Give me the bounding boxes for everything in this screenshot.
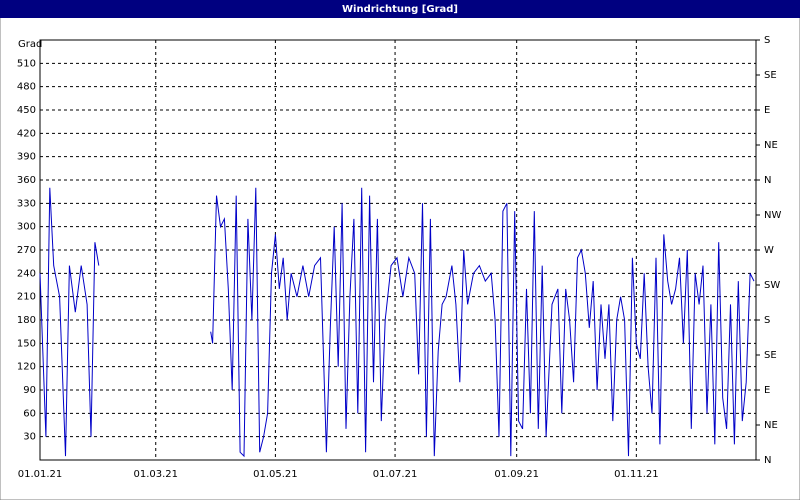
y-tick-label: 60 [23, 408, 36, 419]
y-tick-label: 300 [17, 222, 36, 233]
y2-tick-label: N [764, 175, 771, 186]
x-tick-label: 01.05.21 [253, 469, 298, 480]
x-tick-label: 01.07.21 [373, 469, 418, 480]
data-line [39, 187, 755, 458]
x-tick-label: 01.09.21 [494, 469, 539, 480]
y-tick-label: 420 [17, 128, 36, 139]
y2-tick-label: NW [764, 210, 781, 221]
y-tick-label: 360 [17, 175, 36, 186]
y2-tick-label: W [764, 245, 774, 256]
x-tick-label: 01.03.21 [133, 469, 178, 480]
y2-tick-label: SW [764, 280, 780, 291]
x-tick-label: 01.01.21 [18, 469, 63, 480]
y-tick-label: 120 [17, 362, 36, 373]
y-tick-label: 150 [17, 338, 36, 349]
y2-tick-label: SE [764, 350, 777, 361]
y2-tick-label: NE [764, 420, 778, 431]
chart-title: Windrichtung [Grad] [342, 4, 458, 15]
y2-tick-label: N [764, 455, 771, 466]
y-tick-label: 510 [17, 58, 36, 69]
y2-tick-label: E [764, 105, 770, 116]
x-tick-label: 01.11.21 [614, 469, 659, 480]
y-axis-label: Grad [18, 39, 42, 50]
y-tick-label: 450 [17, 105, 36, 116]
y-tick-label: 210 [17, 292, 36, 303]
y2-tick-label: SE [764, 70, 777, 81]
y2-tick-label: S [764, 35, 770, 46]
y2-tick-label: E [764, 385, 770, 396]
y-tick-label: 30 [23, 432, 36, 443]
y2-tick-label: S [764, 315, 770, 326]
y-tick-label: 180 [17, 315, 36, 326]
y-tick-label: 90 [23, 385, 36, 396]
y-tick-label: 330 [17, 198, 36, 209]
title-bar [0, 0, 800, 18]
y-tick-label: 390 [17, 152, 36, 163]
y-tick-label: 270 [17, 245, 36, 256]
y-tick-label: 480 [17, 82, 36, 93]
y2-tick-label: NE [764, 140, 778, 151]
y-tick-label: 240 [17, 268, 36, 279]
